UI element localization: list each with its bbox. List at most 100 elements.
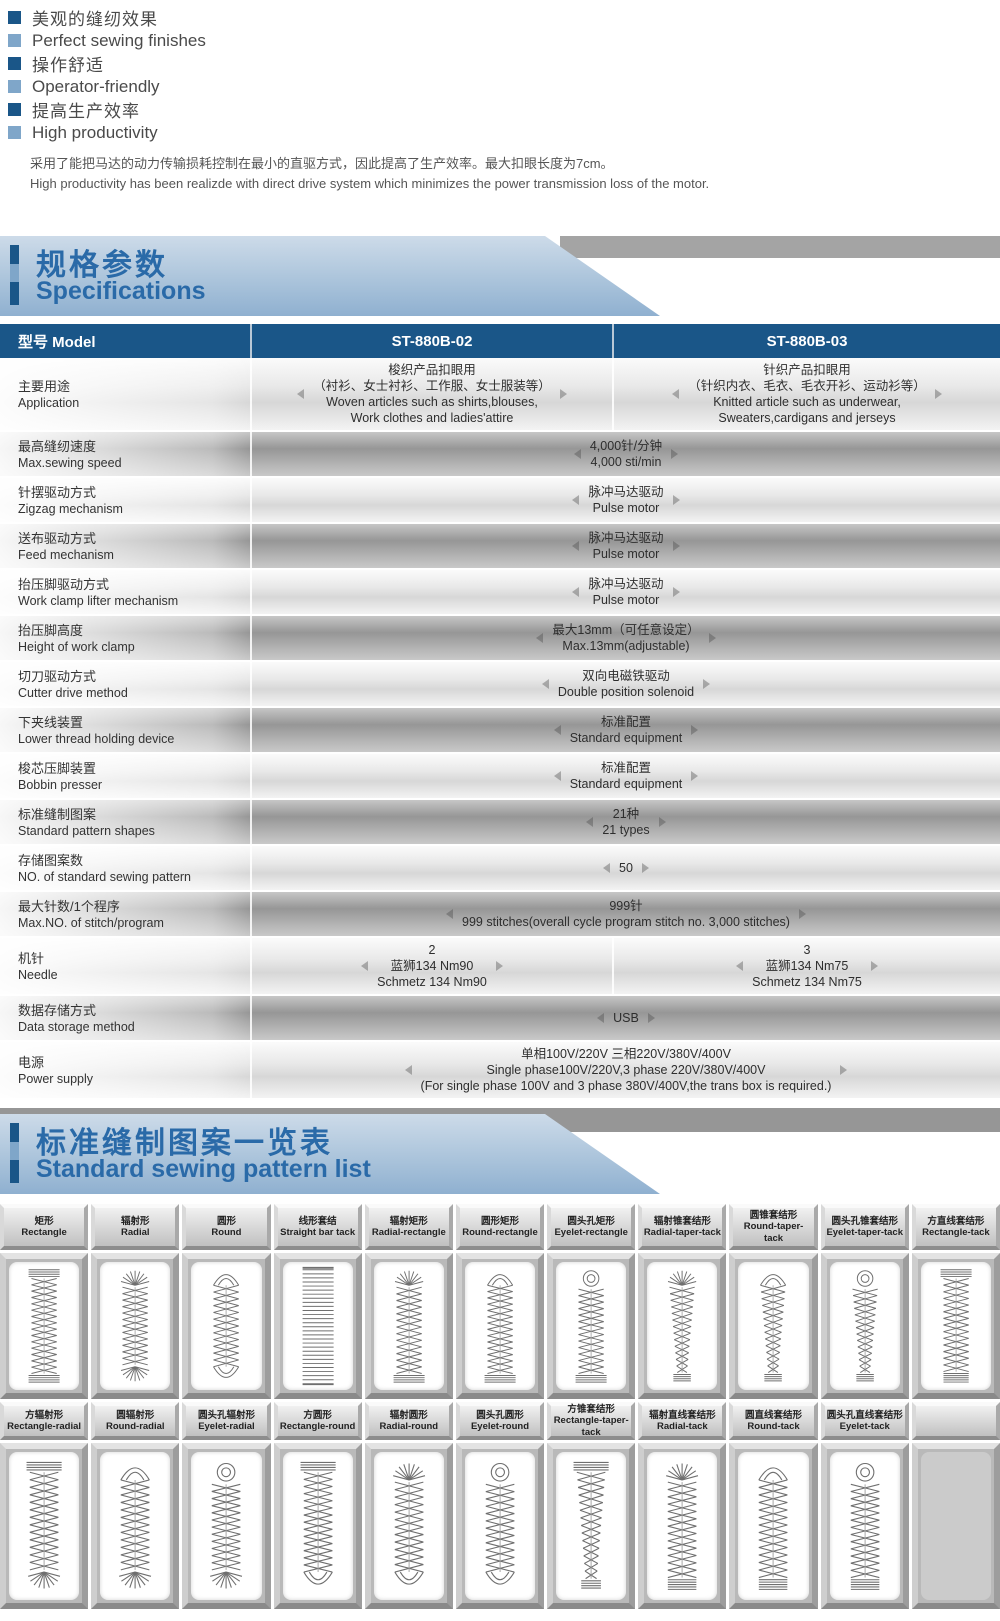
- pattern-label-text: 方直线套结形 Rectangle-tack: [922, 1215, 990, 1238]
- value-lines: 标准配置 Standard equipment: [570, 760, 683, 792]
- pattern-cell-label: 辐射矩形 Radial-rectangle: [364, 1204, 453, 1250]
- title-accent-bar-light: [10, 1142, 19, 1160]
- pattern-stitch-graphic: [758, 1467, 789, 1590]
- title-decor-band: [560, 236, 1000, 258]
- pattern-cell-label: 圆直线套结形 Round-tack: [729, 1402, 818, 1440]
- spec-row: 抬压脚高度 Height of work clamp 最大13mm（可任意设定） Ma…: [0, 616, 1000, 662]
- pattern-cell-label: 辐射锥套结形 Radial-taper-tack: [638, 1204, 727, 1250]
- pattern-cell-label: 圆头孔锥套结形 Eyelet-taper-tack: [820, 1204, 909, 1250]
- pattern-label-text: 圆锥套结形 Round-taper-tack: [743, 1210, 804, 1244]
- pattern-label-text: 方辐射形 Rectangle-radial: [7, 1409, 82, 1432]
- pattern-panel: [464, 1452, 536, 1600]
- pattern-stitch-graphic: [668, 1270, 697, 1382]
- pattern-stitch-graphic: [28, 1269, 60, 1383]
- pattern-cell-image: [0, 1253, 89, 1399]
- value-cell: 3 蓝狮134 Nm75 Schmetz 134 Nm75: [614, 938, 1000, 994]
- value-lines: 梭织产品扣眼用 （衬衫、女士衬衫、工作服、女士服装等） Woven articles…: [313, 362, 551, 426]
- row-value: USB: [250, 996, 1000, 1040]
- row-label: 针摆驱动方式 Zigzag mechanism: [0, 478, 250, 522]
- value-cell: 脉冲马达驱动 Pulse motor: [252, 570, 1000, 614]
- pattern-label-text: 方圆形 Rectangle-round: [279, 1409, 356, 1432]
- pattern-cell-image: [820, 1443, 909, 1609]
- row-value: 4,000针/分钟 4,000 sti/min: [250, 432, 1000, 476]
- value-cell: 针织产品扣眼用 （针织内衣、毛衣、毛衣开衫、运动衫等） Knitted articl…: [614, 358, 1000, 430]
- feature-item: 美观的缝纫效果: [8, 6, 1000, 29]
- pattern-stitch-graphic: [575, 1270, 607, 1383]
- spec-table-body: 主要用途 Application 梭织产品扣眼用 （衬衫、女士衬衫、工作服、女士服装等…: [0, 358, 1000, 1100]
- spec-row: 送布驱动方式 Feed mechanism 脉冲马达驱动 Pulse motor: [0, 524, 1000, 570]
- pattern-cell-label: 圆形矩形 Round-rectangle: [455, 1204, 545, 1250]
- spec-title-en: Specifications: [36, 277, 206, 305]
- value-arrow-icon: [934, 389, 942, 399]
- value-arrow-icon: [446, 909, 454, 919]
- pattern-panel: [556, 1262, 627, 1390]
- value-line: 21种: [612, 807, 640, 821]
- pattern-panel: [191, 1452, 262, 1600]
- value-lines: 单相100V/220V 三相220V/380V/400V Single phase…: [421, 1046, 832, 1094]
- value-cell: 标准配置 Standard equipment: [252, 754, 1000, 798]
- pattern-cell-label: 方辐射形 Rectangle-radial: [0, 1402, 89, 1440]
- row-value: 单相100V/220V 三相220V/380V/400V Single phase…: [250, 1042, 1000, 1098]
- pattern-cell-image: [638, 1253, 727, 1399]
- value-line: Schmetz 134 Nm75: [752, 975, 862, 989]
- bullet-square-icon: [8, 34, 21, 47]
- pattern-label-text: 方锥套结形 Rectangle-taper-tack: [553, 1404, 629, 1438]
- value-line: Pulse motor: [592, 501, 660, 515]
- row-label-cn: 切刀驱动方式: [18, 668, 97, 684]
- pattern-section-header: 标准缝制图案一览表 Standard sewing pattern list: [0, 1108, 1000, 1194]
- pattern-label-text: 圆形矩形 Round-rectangle: [462, 1215, 538, 1238]
- value-line: Standard equipment: [569, 731, 683, 745]
- value-arrow-icon: [361, 961, 369, 971]
- value-lines: 脉冲马达驱动 Pulse motor: [588, 530, 663, 562]
- pattern-grid: 矩形 Rectangle 辐射形 Radial 圆形 Round 线形套结 Straight …: [0, 1204, 1000, 1609]
- pattern-label-text: 圆辐射形 Round-radial: [105, 1409, 165, 1432]
- pattern-cell-label: 圆形 Round: [182, 1204, 271, 1250]
- row-value: 脉冲马达驱动 Pulse motor: [250, 478, 1000, 522]
- spec-title-cn: 规格参数: [36, 249, 168, 282]
- spec-row: 标准缝制图案 Standard pattern shapes 21种 21 types: [0, 800, 1000, 846]
- value-arrow-icon: [672, 495, 680, 505]
- spec-row: 最大针数/1个程序 Max.NO. of stitch/program 999针 99…: [0, 892, 1000, 938]
- bullet-square-icon: [8, 80, 21, 93]
- value-arrow-icon: [870, 961, 878, 971]
- pattern-panel: [373, 1452, 444, 1600]
- feature-item: 提高生产效率: [8, 98, 1000, 121]
- row-label-en: Feed mechanism: [18, 547, 114, 562]
- row-label: 标准缝制图案 Standard pattern shapes: [0, 800, 250, 844]
- value-cell: 脉冲马达驱动 Pulse motor: [252, 478, 1000, 522]
- intro-line-en: High productivity has been realizde with…: [30, 176, 710, 191]
- row-label: 数据存储方式 Data storage method: [0, 996, 250, 1040]
- row-value: 梭织产品扣眼用 （衬衫、女士衬衫、工作服、女士服装等） Woven articles…: [250, 358, 1000, 430]
- row-label-en: Application: [18, 395, 80, 410]
- value-line: Single phase100V/220V,3 phase 220V/380V/…: [486, 1063, 766, 1077]
- row-value: 双向电磁铁驱动 Double position solenoid: [250, 662, 1000, 706]
- value-lines: 双向电磁铁驱动 Double position solenoid: [558, 668, 694, 700]
- value-arrow-icon: [647, 1013, 655, 1023]
- pattern-panel: [556, 1452, 627, 1600]
- value-line: 单相100V/220V 三相220V/380V/400V: [521, 1047, 731, 1061]
- feature-text-en: Operator-friendly: [32, 76, 160, 96]
- pattern-panel: [9, 1452, 80, 1600]
- row-label: 存储图案数 NO. of standard sewing pattern: [0, 846, 250, 890]
- value-line: Pulse motor: [592, 593, 660, 607]
- value-line: USB: [613, 1011, 639, 1025]
- spec-row: 数据存储方式 Data storage method USB: [0, 996, 1000, 1042]
- value-arrow-icon: [572, 587, 580, 597]
- value-line: （针织内衣、毛衣、毛衣开衫、运动衫等）: [688, 379, 926, 393]
- value-line: 梭织产品扣眼用: [388, 363, 476, 377]
- value-cell: 最大13mm（可任意设定） Max.13mm(adjustable): [252, 616, 1000, 660]
- pattern-cell-image: [820, 1253, 909, 1399]
- pattern-cell-label: 辐射直线套结形 Radial-tack: [638, 1402, 727, 1440]
- value-arrow-icon: [573, 449, 581, 459]
- pattern-label-text: 圆直线套结形 Round-tack: [745, 1409, 803, 1432]
- value-cell: 2 蓝狮134 Nm90 Schmetz 134 Nm90: [252, 938, 614, 994]
- pattern-cell-image: [91, 1253, 180, 1399]
- pattern-panel: [191, 1262, 262, 1390]
- value-arrow-icon: [553, 725, 561, 735]
- pattern-cell-image: [729, 1253, 818, 1399]
- row-value: 2 蓝狮134 Nm90 Schmetz 134 Nm90 3 蓝狮134 Nm75 Sc…: [250, 938, 1000, 994]
- value-lines: 脉冲马达驱动 Pulse motor: [588, 484, 663, 516]
- value-arrow-icon: [536, 633, 544, 643]
- value-lines: 最大13mm（可任意设定） Max.13mm(adjustable): [552, 622, 699, 654]
- value-arrow-icon: [597, 1013, 605, 1023]
